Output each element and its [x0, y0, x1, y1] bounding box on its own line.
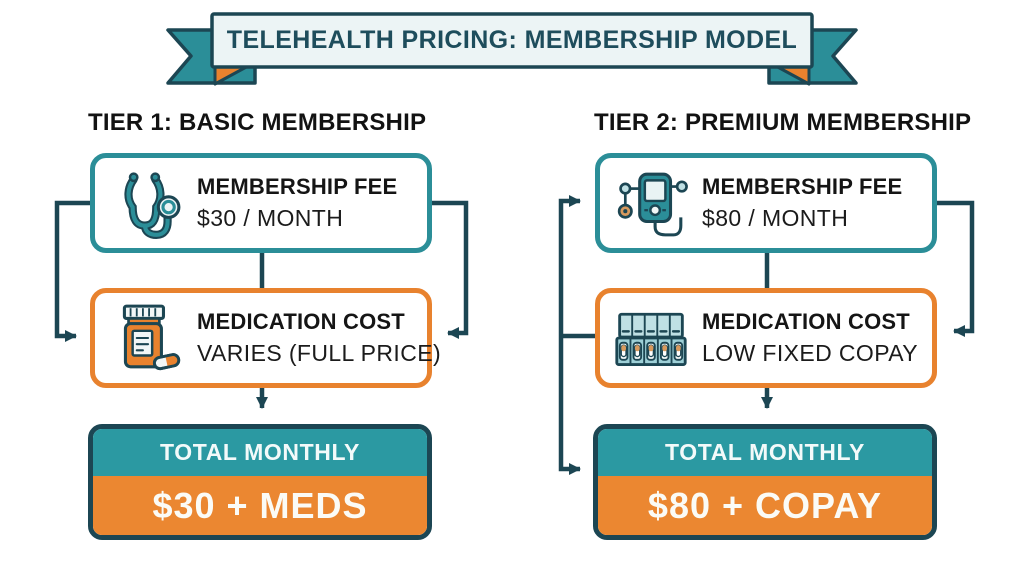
tier2-medication-text: MEDICATION COST LOW FIXED COPAY [702, 309, 918, 367]
tier1-left-loop-arrow [54, 200, 90, 342]
tier1-total-value: $30 + MEDS [93, 476, 427, 535]
stethoscope-icon [107, 162, 185, 244]
tier1-medication-label: MEDICATION COST [197, 309, 405, 334]
tier2-membership-fee-card: MEMBERSHIP FEE $80 / MONTH [595, 153, 937, 253]
tier1-medication-value: VARIES (FULL PRICE) [197, 340, 442, 366]
tier1-membership-fee-card: MEMBERSHIP FEE $30 / MONTH [90, 153, 432, 253]
tier2-right-loop-arrow [937, 200, 975, 337]
tier2-heading: TIER 2: PREMIUM MEMBERSHIP [594, 109, 972, 136]
tier2-medication-label: MEDICATION COST [702, 309, 910, 334]
page-title: TELEHEALTH PRICING: MEMBERSHIP MODEL [226, 26, 798, 54]
tier1-fee-value: $30 / MONTH [197, 205, 344, 231]
ribbon-graphic [166, 12, 858, 86]
telehealth-device-icon [612, 162, 690, 244]
tier1-medication-text: MEDICATION COST VARIES (FULL PRICE) [197, 309, 441, 367]
tier2-left-down-arrow [558, 336, 581, 475]
tier1-fee-text: MEMBERSHIP FEE $30 / MONTH [197, 174, 397, 232]
tier2-fee-value: $80 / MONTH [702, 205, 849, 231]
tier1-fee-label: MEMBERSHIP FEE [197, 174, 398, 199]
pill-bottle-icon [107, 297, 185, 379]
tier1-total-card: TOTAL MONTHLY $30 + MEDS [88, 424, 432, 540]
tier2-total-value: $80 + COPAY [598, 476, 932, 535]
tier1-medication-cost-card: MEDICATION COST VARIES (FULL PRICE) [90, 288, 441, 388]
tier2-fee-text: MEMBERSHIP FEE $80 / MONTH [702, 174, 902, 232]
tier2-medication-cost-card: MEDICATION COST LOW FIXED COPAY [595, 288, 937, 388]
tier1-heading: TIER 1: BASIC MEMBERSHIP [88, 109, 427, 136]
tier2-total-label: TOTAL MONTHLY [598, 429, 932, 476]
tier2-medication-value: LOW FIXED COPAY [702, 340, 919, 366]
pill-organizer-icon [612, 297, 690, 379]
tier2-left-up-arrow [558, 195, 581, 336]
tier1-total-label: TOTAL MONTHLY [93, 429, 427, 476]
tier2-fee-label: MEMBERSHIP FEE [702, 174, 903, 199]
title-banner: TELEHEALTH PRICING: MEMBERSHIP MODEL [160, 5, 864, 95]
tier2-total-card: TOTAL MONTHLY $80 + COPAY [593, 424, 937, 540]
